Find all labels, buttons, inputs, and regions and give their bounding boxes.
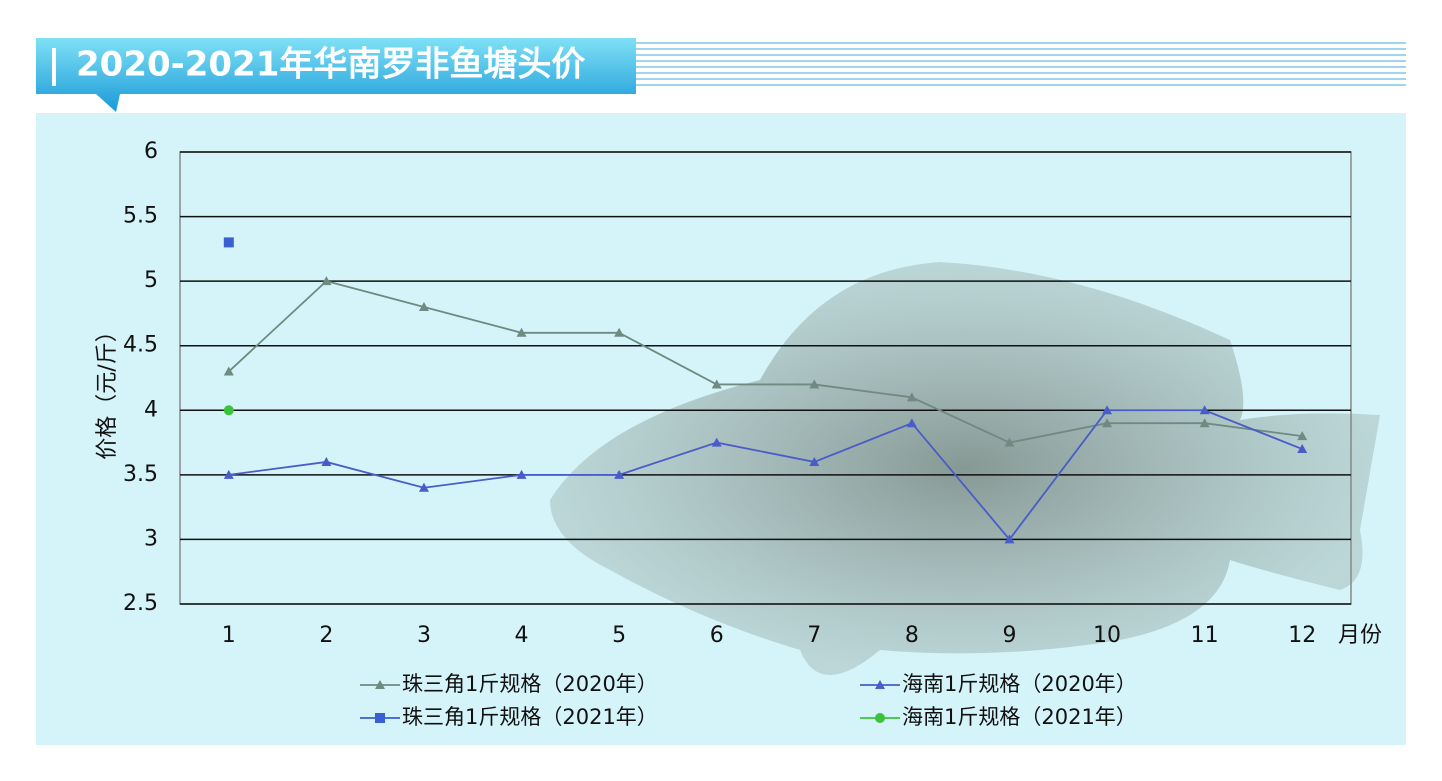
banner-stripes [636, 40, 1406, 90]
y-axis-label: 价格（元/斤） [95, 320, 120, 459]
x-tick-label: 3 [417, 623, 431, 648]
x-tick-label: 10 [1093, 623, 1121, 648]
legend-marker [875, 680, 885, 689]
data-point [1297, 431, 1308, 441]
data-point [516, 469, 527, 479]
legend-label: 珠三角1斤规格（2021年） [402, 705, 658, 729]
x-axis-label: 月份 [1338, 623, 1382, 648]
data-point [1297, 444, 1308, 454]
data-point [223, 469, 234, 479]
data-point [223, 237, 234, 248]
legend-label: 海南1斤规格（2020年） [902, 672, 1137, 696]
data-point [614, 327, 625, 337]
data-point [1004, 534, 1015, 544]
title-banner [36, 38, 636, 112]
series-line [228, 409, 1303, 541]
data-point [1102, 418, 1113, 428]
data-point [614, 469, 625, 479]
data-point [418, 482, 429, 492]
data-point [1199, 418, 1210, 428]
y-tick-label: 3.5 [123, 462, 158, 487]
legend-marker [875, 713, 885, 723]
data-point [418, 301, 429, 311]
y-tick-label: 5.5 [123, 204, 158, 229]
x-tick-label: 6 [710, 623, 724, 648]
x-tick-label: 12 [1288, 623, 1316, 648]
x-tick-label: 5 [612, 623, 626, 648]
chart-title: 2020-2021年华南罗非鱼塘头价 [76, 45, 585, 85]
legend-label: 珠三角1斤规格（2020年） [402, 672, 658, 696]
y-tick-label: 4 [144, 397, 158, 422]
data-point [809, 456, 820, 466]
data-point [809, 379, 820, 389]
x-tick-label: 11 [1191, 623, 1219, 648]
x-tick-label: 1 [222, 623, 236, 648]
data-point [1199, 405, 1210, 415]
legend-marker [375, 680, 385, 689]
data-point [711, 379, 722, 389]
data-point [321, 276, 332, 286]
data-point [321, 456, 332, 466]
x-tick-label: 4 [515, 623, 529, 648]
x-tick-label: 7 [807, 623, 821, 648]
data-point [1102, 405, 1113, 415]
data-point [711, 437, 722, 447]
data-point [516, 327, 527, 337]
y-tick-label: 6 [144, 139, 158, 164]
y-tick-label: 2.5 [123, 591, 158, 616]
x-tick-label: 9 [1002, 623, 1016, 648]
y-tick-label: 4.5 [123, 333, 158, 358]
data-point [906, 418, 917, 428]
data-point [1004, 437, 1015, 447]
legend-marker [375, 713, 385, 723]
x-tick-label: 2 [319, 623, 333, 648]
x-tick-label: 8 [905, 623, 919, 648]
y-tick-label: 3 [144, 526, 158, 551]
data-point [906, 392, 917, 402]
banner-bar [52, 48, 56, 86]
fish-image [550, 262, 1380, 675]
data-point [223, 366, 234, 376]
y-tick-label: 5 [144, 268, 158, 293]
data-point [223, 405, 234, 416]
series-line [228, 280, 1303, 444]
legend-label: 海南1斤规格（2021年） [902, 705, 1137, 729]
